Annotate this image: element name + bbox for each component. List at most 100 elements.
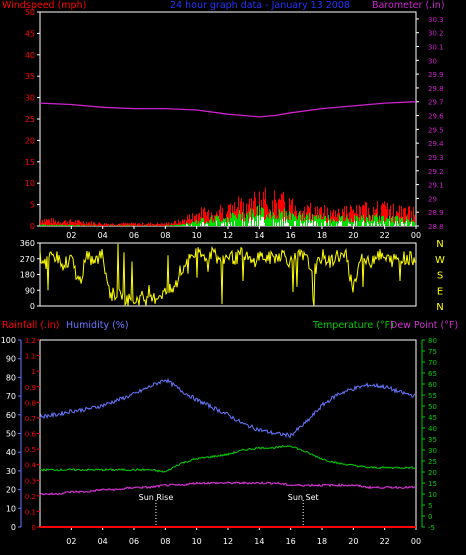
humidity-tick-label: 50: [6, 430, 16, 439]
compass-label: E: [437, 286, 443, 297]
x-tick-label: 08: [160, 231, 170, 240]
direction-tick-label: 360: [20, 239, 35, 248]
rain-tick-label: 1.1: [25, 353, 36, 361]
sunrise-marker-label: Sun Rise: [139, 493, 174, 502]
compass-label: N: [436, 302, 443, 313]
humidity-tick-label: 20: [6, 486, 16, 495]
rain-tick-label: 0.7: [25, 415, 36, 423]
x-tick-label: 22: [380, 231, 390, 240]
barometer-axis-title: Barometer (.in): [372, 0, 445, 11]
barometer-tick-label: 28.8: [428, 223, 444, 231]
barometer-tick-label: 30: [428, 57, 437, 65]
barometer-tick-label: 29.7: [428, 99, 444, 107]
compass-label: W: [435, 255, 445, 266]
humidity-line: [39, 377, 416, 439]
barometer-tick-label: 30.2: [428, 30, 444, 38]
humidity-tick-label: 90: [6, 355, 16, 364]
humidity-tick-label: 60: [6, 411, 16, 420]
temperature-tick-label: 30: [428, 447, 437, 455]
temperature-axis-title: Temperature (°F): [313, 320, 394, 331]
rain-tick-label: 0.2: [25, 493, 36, 501]
direction-tick-label: 90: [25, 286, 35, 295]
barometer-tick-label: 28.9: [428, 209, 444, 217]
direction-frame: [39, 242, 417, 307]
compass-label: S: [437, 271, 443, 282]
x-tick-label: 20: [348, 231, 358, 240]
rain-tick-label: 0.8: [25, 399, 36, 407]
wind-tick-label: 15: [25, 158, 35, 167]
barometer-line: [39, 101, 417, 118]
x-tick-label: 10: [192, 537, 202, 546]
rain-tick-label: 0.5: [25, 446, 36, 454]
rain-tick-label: 0.9: [25, 384, 36, 392]
wind-tick-label: 10: [25, 179, 35, 188]
temperature-tick-label: 40: [428, 425, 437, 433]
temperature-tick-label: 15: [428, 480, 437, 488]
x-tick-label: 02: [66, 537, 76, 546]
x-tick-label: 00: [411, 537, 421, 546]
temperature-tick-label: 75: [428, 348, 437, 356]
humidity-tick-label: 100: [1, 336, 16, 345]
barometer-tick-label: 30.3: [428, 16, 444, 24]
humidity-tick-label: 10: [6, 504, 16, 513]
temperature-tick-label: 70: [428, 359, 437, 367]
barometer-tick-label: 29.8: [428, 85, 444, 93]
temperature-tick-label: 45: [428, 414, 437, 422]
barometer-tick-label: 29.9: [428, 71, 444, 79]
wind-direction-line: [39, 243, 416, 307]
temperature-line: [39, 445, 416, 474]
temperature-tick-label: -5: [428, 524, 435, 532]
wind-tick-label: 5: [30, 201, 35, 210]
wind-tick-label: 30: [25, 94, 35, 103]
x-tick-label: 10: [192, 231, 202, 240]
windspeed-axis-title: Windspeed (mph): [2, 0, 87, 11]
rain-tick-label: 0.1: [25, 508, 36, 516]
compass-label: N: [436, 239, 443, 250]
direction-tick-label: 0: [30, 302, 35, 311]
x-tick-label: 18: [317, 537, 327, 546]
temperature-tick-label: 60: [428, 381, 437, 389]
x-tick-label: 22: [380, 537, 390, 546]
x-tick-label: 16: [286, 231, 296, 240]
rain-tick-label: 0.6: [25, 431, 37, 439]
barometer-tick-label: 29.2: [428, 168, 444, 176]
barometer-tick-label: 29.1: [428, 182, 444, 190]
humidity-tick-label: 70: [6, 392, 16, 401]
humidity-tick-label: 40: [6, 448, 16, 457]
barometer-tick-label: 30.1: [428, 44, 444, 52]
barometer-tick-label: 29.3: [428, 154, 444, 162]
rain-tick-label: 1.2: [25, 337, 36, 345]
x-tick-label: 20: [348, 537, 358, 546]
x-tick-label: 14: [254, 537, 264, 546]
chart-title: 24 hour graph data - January 13 2008: [170, 0, 350, 11]
x-tick-label: 06: [129, 231, 139, 240]
x-tick-label: 12: [223, 537, 233, 546]
wind-tick-label: 35: [25, 72, 35, 81]
wind-tick-label: 40: [25, 51, 35, 60]
rain-humidity-temperature-panel: 010203040506070809010000.10.20.30.40.50.…: [1, 336, 437, 546]
plot-frame: [39, 11, 417, 227]
temperature-tick-label: 25: [428, 458, 437, 466]
x-tick-label: 00: [411, 231, 421, 240]
lower-plot-frame: [39, 339, 417, 528]
x-tick-label: 04: [98, 231, 108, 240]
rain-tick-label: 1: [32, 368, 36, 376]
wind-tick-label: 45: [25, 29, 35, 38]
barometer-tick-label: 29.5: [428, 126, 444, 134]
temperature-tick-label: 35: [428, 436, 437, 444]
rainfall-axis-title: Rainfall (.in): [2, 320, 60, 331]
dewpoint-line: [39, 481, 416, 496]
direction-tick-label: 180: [20, 271, 35, 280]
x-tick-label: 08: [160, 537, 170, 546]
wind-tick-label: 20: [25, 136, 35, 145]
barometer-tick-label: 29: [428, 195, 437, 203]
rain-tick-label: 0.3: [25, 477, 36, 485]
x-tick-label: 02: [66, 231, 76, 240]
temperature-tick-label: 10: [428, 491, 437, 499]
wind-tick-label: 25: [25, 115, 35, 124]
rain-tick-label: 0: [32, 524, 36, 532]
temperature-tick-label: 80: [428, 337, 437, 345]
humidity-tick-label: 80: [6, 373, 16, 382]
temperature-tick-label: 65: [428, 370, 437, 378]
